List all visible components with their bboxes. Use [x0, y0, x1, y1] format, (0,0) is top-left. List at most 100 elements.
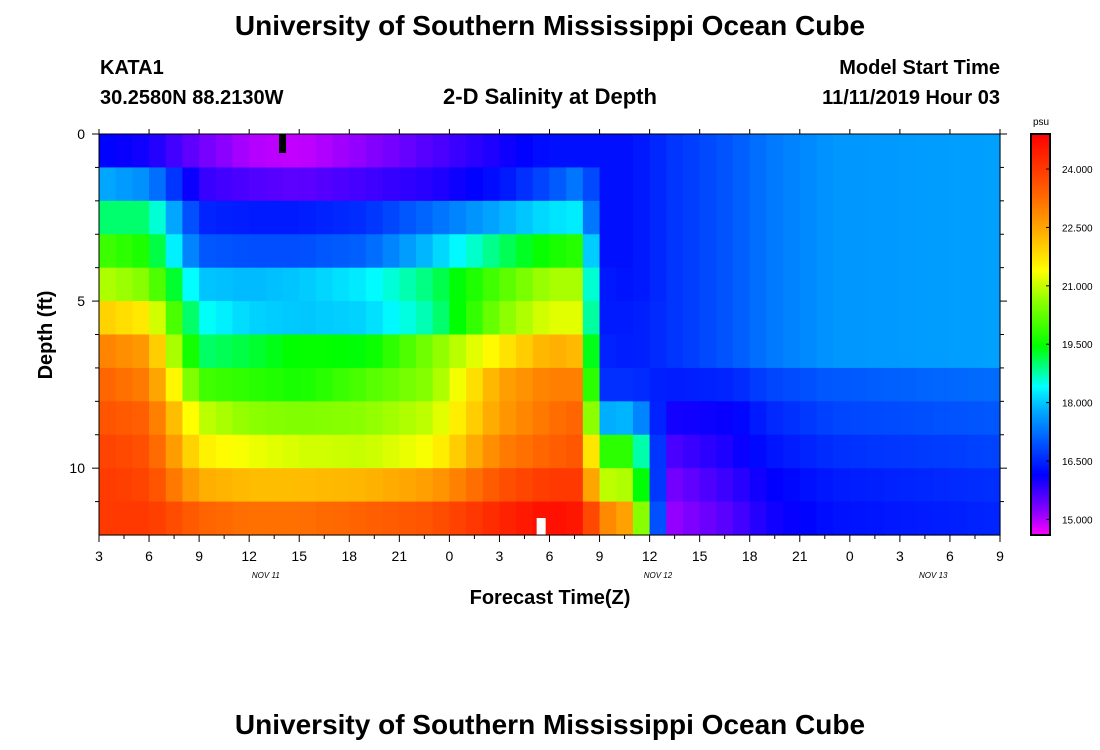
heatmap-cell [749, 167, 768, 202]
heatmap-cell [749, 334, 768, 369]
heatmap-cell [299, 301, 317, 336]
heatmap-cell [616, 267, 634, 302]
heatmap-cell [983, 334, 1001, 369]
heatmap-cell [349, 367, 367, 402]
heatmap-cell [766, 367, 784, 402]
heatmap-cell [215, 434, 234, 469]
heatmap-cell [699, 134, 717, 169]
heatmap-cell [849, 267, 868, 302]
heatmap-cell [983, 367, 1001, 402]
heatmap-cell [282, 200, 300, 235]
heatmap-cell [699, 167, 717, 202]
heatmap-cell [599, 334, 617, 369]
heatmap-cell [315, 234, 334, 269]
heatmap-cell [916, 334, 934, 369]
heatmap-cell [766, 234, 784, 269]
heatmap-cell [749, 501, 768, 536]
heatmap-cell [783, 434, 801, 469]
heatmap-cell [899, 334, 918, 369]
heatmap-cell [299, 501, 317, 536]
heatmap-cell [382, 401, 400, 436]
heatmap-cell [983, 301, 1001, 336]
heatmap-cell [649, 167, 667, 202]
colorbar-tick-label: 21.000 [1062, 282, 1093, 293]
heatmap-cell [532, 234, 551, 269]
heatmap-cell [299, 367, 317, 402]
heatmap-cell [649, 401, 667, 436]
heatmap-cell [816, 334, 834, 369]
heatmap-cell [783, 468, 801, 503]
x-tick-label: 18 [341, 548, 357, 564]
heatmap-cell [382, 200, 400, 235]
heatmap-cell [799, 501, 818, 536]
heatmap-cell [149, 468, 167, 503]
heatmap-cell [416, 167, 434, 202]
heatmap-cell [249, 134, 267, 169]
heatmap-cell [599, 434, 617, 469]
heatmap-cell [315, 468, 334, 503]
heatmap-cell [265, 401, 284, 436]
heatmap-cell [332, 501, 350, 536]
heatmap-cell [232, 434, 250, 469]
heatmap-cell [933, 501, 951, 536]
x-tick-label: 6 [546, 548, 554, 564]
heatmap-cell [682, 234, 701, 269]
heatmap-cell [949, 434, 968, 469]
heatmap-cell [432, 334, 450, 369]
heatmap-cell [833, 301, 851, 336]
heatmap-cell [599, 301, 617, 336]
heatmap-cell [265, 434, 284, 469]
heatmap-cell [349, 134, 367, 169]
heatmap-cell [432, 200, 450, 235]
heatmap-cell [315, 334, 334, 369]
heatmap-cell [182, 301, 200, 336]
heatmap-cell [399, 468, 417, 503]
heatmap-cell [983, 434, 1001, 469]
heatmap-cell [115, 401, 133, 436]
heatmap-cell [382, 167, 400, 202]
heatmap-cell [449, 434, 467, 469]
heatmap-cell [516, 468, 534, 503]
heatmap-cell [833, 434, 851, 469]
heatmap-cell [766, 501, 784, 536]
heatmap-cell [215, 301, 234, 336]
heatmap-cell [299, 267, 317, 302]
heatmap-cell [249, 468, 267, 503]
heatmap-cell [799, 367, 818, 402]
heatmap-cell [215, 200, 234, 235]
heatmap-cell [232, 468, 250, 503]
heatmap-cell [99, 334, 117, 369]
heatmap-cell [482, 134, 501, 169]
heatmap-cell [165, 367, 184, 402]
heatmap-cell [933, 434, 951, 469]
black-marker [279, 134, 287, 153]
heatmap-cell [899, 434, 918, 469]
heatmap-cell [499, 200, 517, 235]
heatmap-cell [549, 334, 567, 369]
heatmap-cell [249, 401, 267, 436]
heatmap-cell [482, 234, 501, 269]
heatmap-cell [799, 334, 818, 369]
x-tick-label: 15 [692, 548, 708, 564]
heatmap-cell [99, 200, 117, 235]
heatmap-cell [516, 434, 534, 469]
heatmap-cell [199, 234, 217, 269]
heatmap-cell [783, 401, 801, 436]
heatmap-cell [399, 134, 417, 169]
heatmap-cell [199, 334, 217, 369]
heatmap-cell [516, 401, 534, 436]
heatmap-cell [699, 200, 717, 235]
heatmap-cell [933, 167, 951, 202]
heatmap-cell [816, 367, 834, 402]
heatmap-cell [883, 234, 901, 269]
heatmap-cell [182, 401, 200, 436]
heatmap-cell [165, 134, 184, 169]
heatmap-cell [299, 434, 317, 469]
heatmap-cell [199, 468, 217, 503]
heatmap-cell [582, 134, 601, 169]
heatmap-cell [783, 134, 801, 169]
heatmap-cell [682, 468, 701, 503]
heatmap-cell [783, 234, 801, 269]
heatmap-cell [399, 501, 417, 536]
